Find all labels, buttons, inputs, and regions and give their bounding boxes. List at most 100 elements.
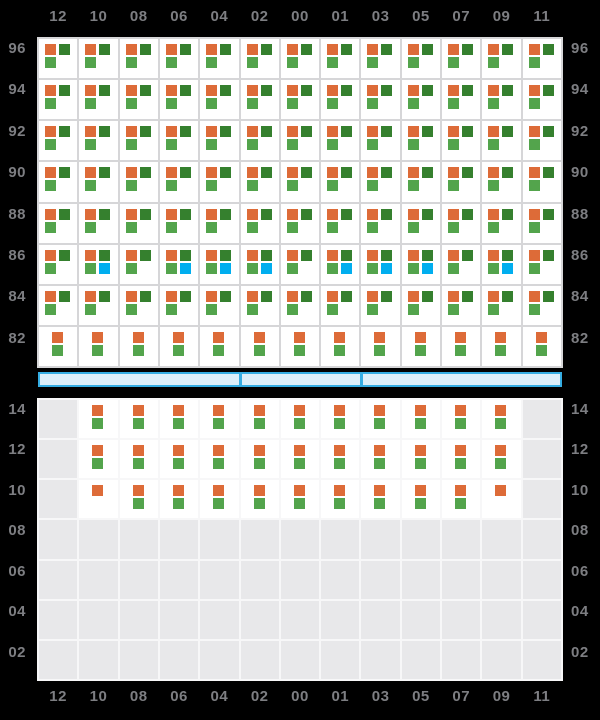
dark-green-mark xyxy=(381,44,393,55)
grid-cell-06-04 xyxy=(200,560,239,599)
orange-mark xyxy=(374,331,386,343)
y-axis-left-bottom-panel: 14 12 10 08 06 04 02 xyxy=(0,398,33,681)
grid-cell-90-08 xyxy=(119,162,158,202)
grid-cell-06-06 xyxy=(159,560,199,599)
dark-green-mark xyxy=(179,126,191,138)
orange-mark xyxy=(407,167,419,179)
dark-green-mark xyxy=(542,167,554,179)
selector-divider[interactable] xyxy=(239,374,242,385)
orange-mark xyxy=(213,445,225,457)
green-mark xyxy=(334,418,346,429)
grid-cell-86-02 xyxy=(240,244,279,284)
dark-green-mark xyxy=(220,208,232,220)
grid-cell-84-06 xyxy=(159,285,199,325)
green-mark xyxy=(327,303,339,315)
axis-label: 90 xyxy=(8,164,26,182)
orange-mark xyxy=(448,167,460,179)
orange-mark xyxy=(92,445,104,457)
grid-cell-90-07 xyxy=(442,162,481,202)
grid-cell-04-10 xyxy=(79,600,118,639)
green-mark xyxy=(206,221,218,233)
orange-mark xyxy=(125,126,137,138)
dark-green-mark xyxy=(99,44,111,55)
orange-mark xyxy=(488,167,500,179)
orange-mark xyxy=(367,290,379,302)
orange-mark xyxy=(206,167,218,179)
timeline-selector-bar[interactable] xyxy=(38,372,562,387)
orange-mark xyxy=(334,405,346,416)
selector-segment[interactable] xyxy=(242,374,360,385)
grid-cell-08-05 xyxy=(401,520,441,559)
green-mark xyxy=(165,57,177,68)
selector-divider[interactable] xyxy=(360,374,363,385)
grid-cell-88-10 xyxy=(79,203,118,243)
green-mark xyxy=(528,221,540,233)
orange-mark xyxy=(455,445,467,457)
orange-mark xyxy=(528,167,540,179)
grid-cell-86-11 xyxy=(522,244,561,284)
grid-cell-88-05 xyxy=(401,203,441,243)
grid-cell-84-04 xyxy=(200,285,239,325)
grid-cell-90-03 xyxy=(361,162,400,202)
grid-cell-04-02 xyxy=(240,600,279,639)
axis-label: 05 xyxy=(412,687,430,705)
green-mark xyxy=(327,221,339,233)
grid-cell-12-02 xyxy=(240,440,279,479)
green-mark xyxy=(172,344,184,356)
grid-cell-04-12 xyxy=(39,600,78,639)
axis-label: 06 xyxy=(8,562,26,580)
green-mark xyxy=(85,262,97,274)
orange-mark xyxy=(528,290,540,302)
green-mark xyxy=(286,98,298,110)
grid-cell-10-10 xyxy=(79,480,118,519)
dark-green-mark xyxy=(381,249,393,261)
grid-cell-86-04 xyxy=(200,244,239,284)
dark-green-mark xyxy=(341,85,353,97)
selector-segment[interactable] xyxy=(40,374,239,385)
grid-cell-06-02 xyxy=(240,560,279,599)
blue-mark xyxy=(341,262,353,274)
grid-cell-84-11 xyxy=(522,285,561,325)
green-mark xyxy=(213,458,225,470)
grid-cell-96-06 xyxy=(159,39,199,79)
axis-label: 06 xyxy=(170,7,188,25)
grid-cell-86-03 xyxy=(361,244,400,284)
grid-cell-84-00 xyxy=(280,285,320,325)
grid-cell-88-02 xyxy=(240,203,279,243)
green-mark xyxy=(253,498,265,510)
orange-mark xyxy=(286,167,298,179)
green-mark xyxy=(414,418,426,429)
orange-mark xyxy=(125,208,137,220)
grid-cell-96-11 xyxy=(522,39,561,79)
dark-green-mark xyxy=(502,249,514,261)
green-mark xyxy=(92,458,104,470)
green-mark xyxy=(327,57,339,68)
grid-cell-82-10 xyxy=(79,326,118,366)
green-mark xyxy=(528,180,540,192)
grid-cell-94-06 xyxy=(159,80,199,120)
dark-green-mark xyxy=(300,167,312,179)
selector-segment[interactable] xyxy=(363,374,560,385)
grid-cell-12-09 xyxy=(482,440,521,479)
grid-cell-96-08 xyxy=(119,39,158,79)
orange-mark xyxy=(488,44,500,55)
green-mark xyxy=(45,180,56,192)
grid-cell-82-06 xyxy=(159,326,199,366)
dark-green-mark xyxy=(300,249,312,261)
dark-green-mark xyxy=(300,85,312,97)
dark-green-mark xyxy=(99,126,111,138)
green-mark xyxy=(85,180,97,192)
bottom-availability-grid xyxy=(37,398,563,681)
orange-mark xyxy=(488,208,500,220)
axis-label: 04 xyxy=(210,687,229,705)
orange-mark xyxy=(414,405,426,416)
green-mark xyxy=(334,458,346,470)
orange-mark xyxy=(407,126,419,138)
axis-label: 82 xyxy=(8,329,26,347)
orange-mark xyxy=(206,44,218,55)
orange-mark xyxy=(125,167,137,179)
green-mark xyxy=(488,180,500,192)
green-mark xyxy=(253,418,265,429)
green-mark xyxy=(45,262,56,274)
orange-mark xyxy=(165,249,177,261)
